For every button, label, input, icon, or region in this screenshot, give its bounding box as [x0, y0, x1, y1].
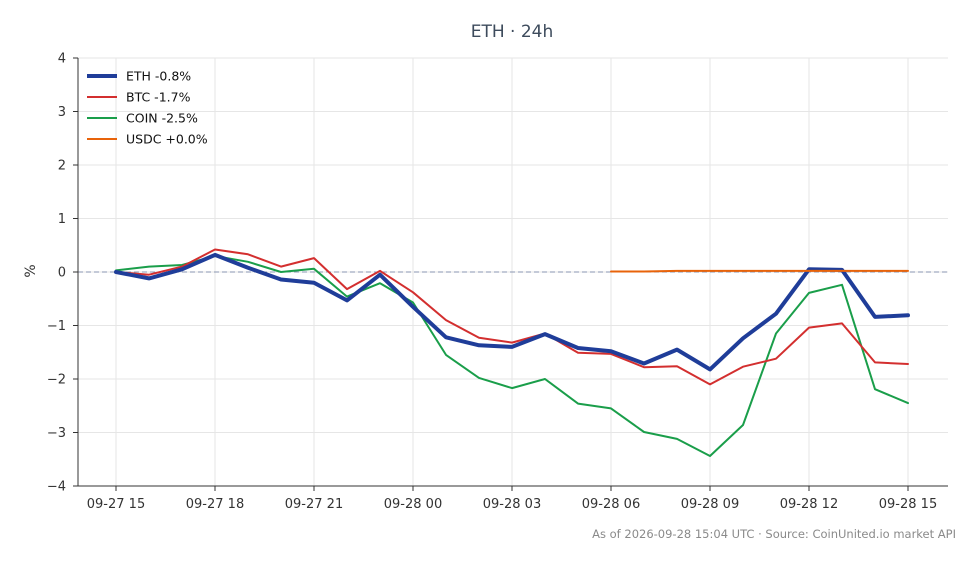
- x-tick-label: 09-27 18: [186, 497, 244, 512]
- y-axis-label: %: [23, 264, 39, 277]
- series-line-coin: [115, 255, 909, 457]
- legend-label-usdc: USDC +0.0%: [126, 132, 208, 147]
- x-tick-label: 09-28 06: [582, 497, 640, 512]
- y-tick-label: 4: [58, 52, 66, 67]
- y-tick-label: −3: [47, 426, 66, 441]
- y-tick-label: 2: [58, 159, 66, 174]
- series-line-usdc: [610, 269, 909, 273]
- y-tick-labels: 4 3 2 1 0 −1 −2 −3 −4: [47, 52, 66, 495]
- y-tick-label: 0: [58, 266, 66, 281]
- x-tick-labels: 09-27 15 09-27 18 09-27 21 09-28 00 09-28 03…: [87, 497, 937, 512]
- y-tick-label: 1: [58, 212, 66, 227]
- legend-label-btc: BTC -1.7%: [126, 90, 191, 105]
- x-tick-label: 09-28 12: [780, 497, 838, 512]
- x-tick-label: 09-28 03: [483, 497, 541, 512]
- chart-title: ETH · 24h: [471, 22, 554, 42]
- axes: [73, 57, 948, 491]
- y-tick-label: −2: [47, 373, 66, 388]
- series-line-eth: [114, 252, 910, 372]
- x-tick-label: 09-28 00: [384, 497, 442, 512]
- y-tick-label: −4: [47, 480, 66, 495]
- x-tick-label: 09-27 21: [285, 497, 343, 512]
- y-tick-label: −1: [47, 319, 66, 334]
- legend-label-coin: COIN -2.5%: [126, 111, 198, 126]
- x-tick-label: 09-27 15: [87, 497, 145, 512]
- x-tick-label: 09-28 09: [681, 497, 739, 512]
- series: [114, 248, 910, 457]
- legend: ETH -0.8% BTC -1.7% COIN -2.5% USDC +0.0%: [87, 69, 208, 147]
- legend-label-eth: ETH -0.8%: [126, 69, 191, 84]
- x-tick-label: 09-28 15: [879, 497, 937, 512]
- series-line-btc: [115, 248, 909, 386]
- source-note: As of 2026-09-28 15:04 UTC · Source: Coi…: [592, 527, 956, 541]
- y-tick-label: 3: [58, 105, 66, 120]
